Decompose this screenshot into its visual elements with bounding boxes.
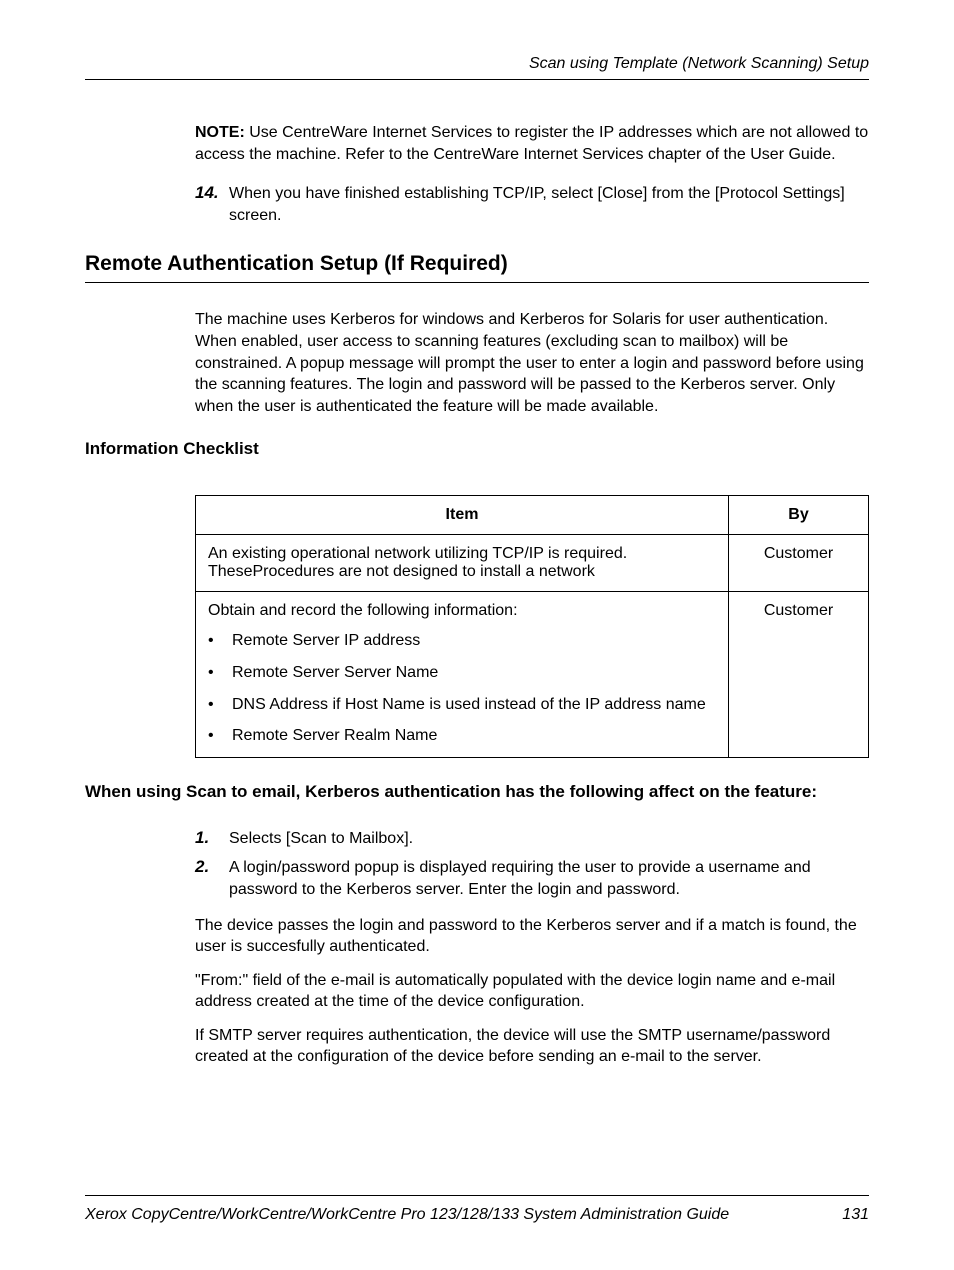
ordered-step-text: A login/password popup is displayed requ…: [229, 857, 869, 900]
ordered-step: 2. A login/password popup is displayed r…: [195, 857, 869, 900]
bullet-text: DNS Address if Host Name is used instead…: [232, 694, 706, 716]
cell-item-text: Obtain and record the following informat…: [208, 602, 518, 619]
cell-bullet-list: •Remote Server IP address •Remote Server…: [208, 630, 716, 746]
bullet-icon: •: [208, 725, 232, 747]
section-intro-block: The machine uses Kerberos for windows an…: [195, 309, 869, 417]
bullet-icon: •: [208, 694, 232, 716]
page-footer: Xerox CopyCentre/WorkCentre/WorkCentre P…: [85, 1195, 869, 1224]
bullet-icon: •: [208, 630, 232, 652]
note-paragraph: NOTE: Use CentreWare Internet Services t…: [195, 122, 869, 165]
note-label: NOTE:: [195, 124, 245, 141]
bullet-text: Remote Server IP address: [232, 630, 420, 652]
kerberos-para: If SMTP server requires authentication, …: [195, 1025, 869, 1068]
col-item: Item: [196, 496, 729, 535]
list-item: •Remote Server Realm Name: [208, 725, 716, 747]
footer-title: Xerox CopyCentre/WorkCentre/WorkCentre P…: [85, 1206, 729, 1224]
page-header: Scan using Template (Network Scanning) S…: [85, 55, 869, 80]
kerberos-para: The device passes the login and password…: [195, 915, 869, 958]
cell-by: Customer: [729, 592, 869, 757]
bullet-text: Remote Server Realm Name: [232, 725, 437, 747]
ordered-step: 1. Selects [Scan to Mailbox].: [195, 828, 869, 850]
cell-item: An existing operational network utilizin…: [196, 535, 729, 592]
kerberos-para: "From:" field of the e-mail is automatic…: [195, 970, 869, 1013]
step-14: 14. When you have finished establishing …: [195, 183, 869, 226]
table-row: An existing operational network utilizin…: [196, 535, 869, 592]
kerberos-heading: When using Scan to email, Kerberos authe…: [85, 782, 869, 802]
section-intro: The machine uses Kerberos for windows an…: [195, 309, 869, 417]
note-text: Use CentreWare Internet Services to regi…: [195, 124, 868, 163]
ordered-step-text: Selects [Scan to Mailbox].: [229, 828, 413, 850]
checklist-table: Item By An existing operational network …: [195, 495, 869, 757]
bullet-text: Remote Server Server Name: [232, 662, 438, 684]
col-by: By: [729, 496, 869, 535]
list-item: •Remote Server Server Name: [208, 662, 716, 684]
step-text: When you have finished establishing TCP/…: [229, 183, 869, 226]
table-header-row: Item By: [196, 496, 869, 535]
cell-by: Customer: [729, 535, 869, 592]
kerberos-block: 1. Selects [Scan to Mailbox]. 2. A login…: [195, 828, 869, 1068]
ordered-step-number: 1.: [195, 828, 229, 850]
checklist-heading: Information Checklist: [85, 439, 869, 459]
list-item: •Remote Server IP address: [208, 630, 716, 652]
cell-item: Obtain and record the following informat…: [196, 592, 729, 757]
cell-item-text: An existing operational network utilizin…: [208, 545, 627, 580]
note-block: NOTE: Use CentreWare Internet Services t…: [195, 122, 869, 226]
ordered-step-number: 2.: [195, 857, 229, 900]
section-heading: Remote Authentication Setup (If Required…: [85, 252, 869, 283]
list-item: •DNS Address if Host Name is used instea…: [208, 694, 716, 716]
bullet-icon: •: [208, 662, 232, 684]
footer-page-number: 131: [842, 1206, 869, 1224]
table-row: Obtain and record the following informat…: [196, 592, 869, 757]
running-title: Scan using Template (Network Scanning) S…: [85, 55, 869, 73]
checklist-block: Item By An existing operational network …: [195, 495, 869, 757]
step-number: 14.: [195, 183, 229, 226]
page: Scan using Template (Network Scanning) S…: [0, 0, 954, 1068]
